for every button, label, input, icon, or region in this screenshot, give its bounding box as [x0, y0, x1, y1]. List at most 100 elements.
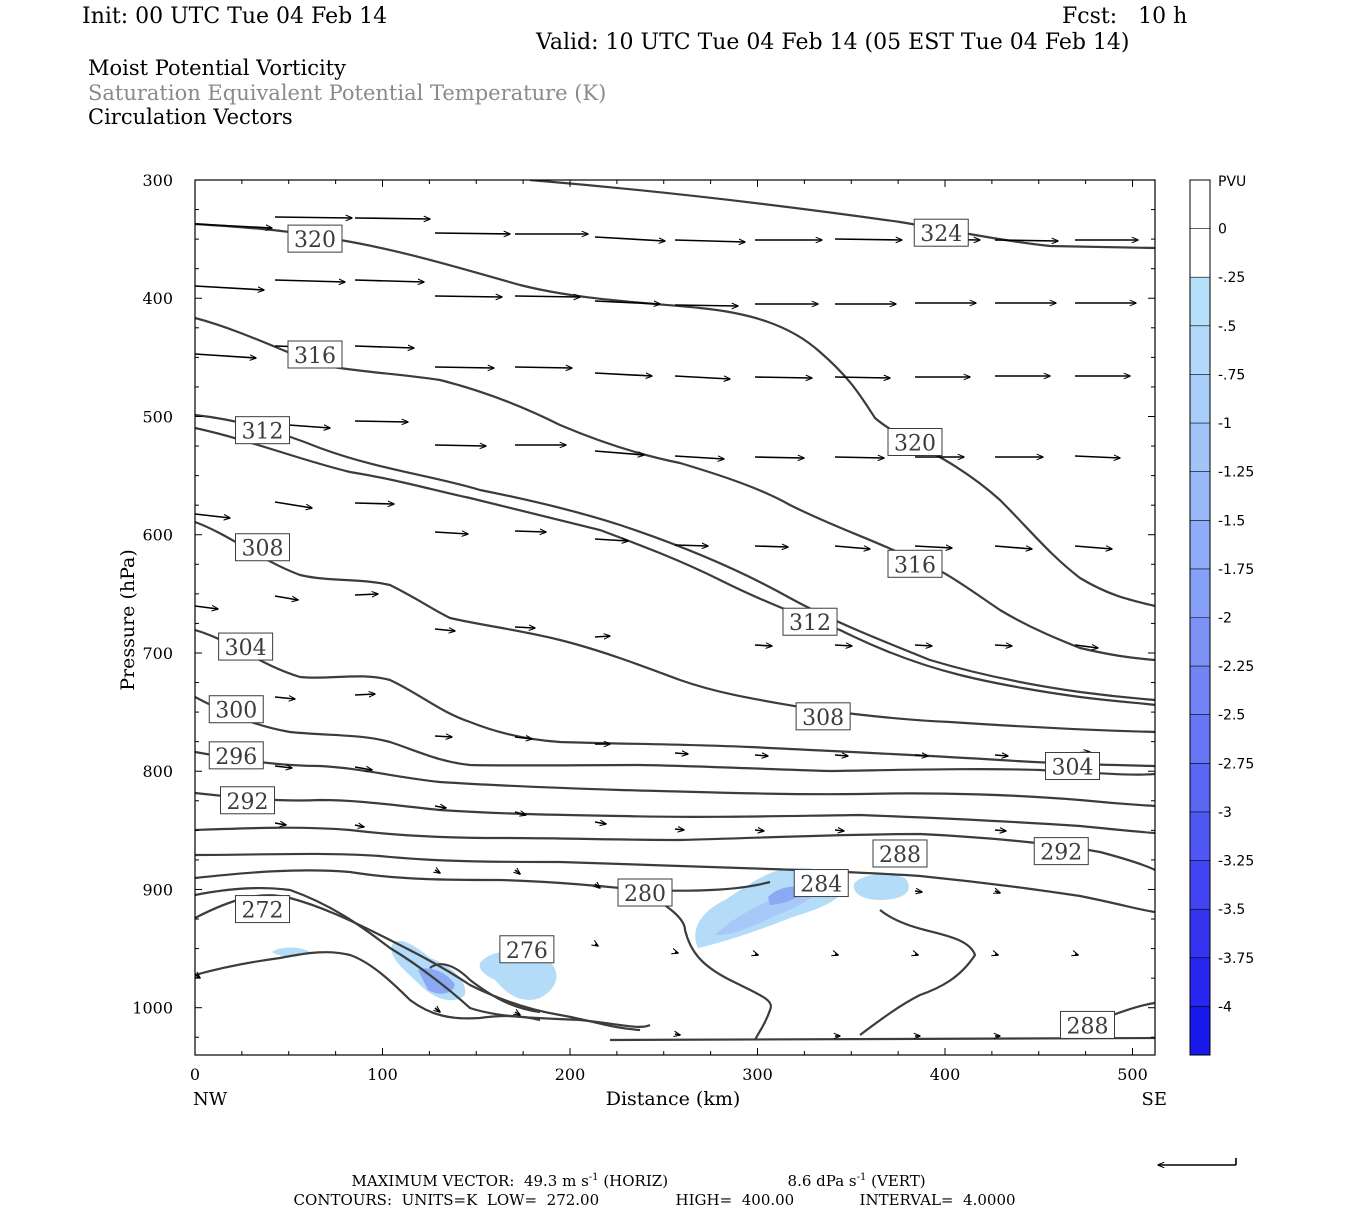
contour-label: 288 [1060, 1010, 1115, 1039]
max-vector-label: MAXIMUM VECTOR: [351, 1172, 515, 1190]
contour-label-box [793, 869, 849, 898]
forecast-hour: Fcst: 10 h [1062, 4, 1188, 29]
colorbar: PVU 0 -.25 -.5 -.75 -1 -1.25 -1.5 -1.75 -2 -2.25 -2… [1189, 174, 1254, 1056]
contour-info-label: CONTOURS: [293, 1191, 393, 1209]
contour-label: 300 [208, 695, 264, 724]
contour-300 [195, 696, 1155, 776]
contour-label: 276 [499, 935, 555, 964]
contour-label-box [1045, 751, 1100, 780]
contour-label-box [287, 224, 343, 253]
y-tick-label: 600 [142, 526, 173, 545]
contour-label: 292 [1033, 837, 1089, 866]
contour-label: 292 [220, 786, 275, 815]
contour-280-d [859, 909, 977, 1036]
colorbar-swatch [1190, 568, 1210, 618]
contour-label-text: 308 [802, 706, 844, 731]
contour-280-c [639, 890, 773, 1041]
contour-label-box [1060, 1010, 1115, 1039]
x-axis-title: Distance (km) [606, 1088, 741, 1110]
colorbar-label: -1.75 [1218, 562, 1254, 578]
contour-label: 304 [1045, 751, 1100, 780]
contour-info-high-value: 400.00 [741, 1191, 795, 1209]
field-title-vectors: Circulation Vectors [88, 105, 293, 129]
contour-label-box [872, 839, 928, 868]
contour-label-box [208, 695, 264, 724]
contour-label: 280 [617, 878, 673, 907]
colorbar-swatch [1190, 277, 1210, 327]
contour-label-text: 280 [624, 882, 666, 907]
colorbar-label: -3 [1218, 805, 1232, 821]
contour-label: 284 [793, 869, 849, 898]
contour-312 [195, 413, 1155, 702]
contour-label: 320 [887, 428, 943, 457]
colorbar-swatch [1190, 957, 1210, 1007]
contour-info-interval: INTERVAL= 4.0000 [850, 1178, 1016, 1208]
contour-label-text: 308 [242, 537, 284, 562]
colorbar-label: -1.25 [1218, 465, 1254, 481]
contour-info-interval-label: INTERVAL= [859, 1191, 954, 1209]
contour-label-text: 324 [920, 222, 962, 247]
y-tick-label: 1000 [132, 999, 173, 1018]
y-tick-label: 400 [142, 289, 173, 308]
contour-label-text: 304 [1052, 755, 1094, 780]
x-left-label: NW [193, 1089, 228, 1110]
contour-label: 312 [782, 607, 838, 636]
contour-label-text: 320 [894, 432, 936, 457]
y-tick-label: 500 [142, 407, 173, 426]
max-vector-line: MAXIMUM VECTOR: 49.3 m s-1 (HORIZ) [342, 1158, 669, 1190]
max-vector-vert: 8.6 dPa s-1 (VERT) [778, 1158, 926, 1189]
contour-label-box [235, 533, 290, 562]
colorbar-swatch [1190, 1006, 1210, 1056]
contour-324 [529, 180, 1155, 250]
contour-info-low: LOW= [486, 1191, 538, 1209]
contour-label-box [218, 632, 274, 661]
contour-label-box [208, 741, 264, 770]
x-tick-label: 300 [742, 1065, 773, 1084]
contour-label-text: 272 [242, 899, 284, 924]
contour-label-box [795, 702, 851, 731]
contour-label-text: 300 [215, 699, 257, 724]
contour-label-text: 292 [227, 790, 269, 815]
contour-label-text: 292 [1040, 841, 1082, 866]
contour-276-b [429, 963, 541, 1014]
colorbar-swatch [1190, 374, 1210, 424]
max-vector-horiz-exp: -1 [588, 1172, 599, 1183]
colorbar-swatch [1190, 228, 1210, 278]
contour-info-interval-value: 4.0000 [963, 1191, 1016, 1209]
axes: 300 400 500 600 700 800 900 1000 0 100 200 300 400 50… [117, 171, 1167, 1110]
colorbar-swatch [1190, 325, 1210, 375]
contour-label-box [287, 340, 343, 369]
colorbar-swatch [1190, 763, 1210, 813]
y-tick-label: 700 [142, 644, 173, 663]
colorbar-label: -3.75 [1218, 951, 1254, 967]
theta-es-contours [195, 180, 1155, 1042]
x-tick-label: 400 [930, 1065, 961, 1084]
contour-label-box [617, 878, 673, 907]
contour-320 [195, 222, 1155, 608]
contour-label-box [887, 549, 943, 578]
max-vector-horiz-unit: (HORIZ) [603, 1172, 669, 1190]
colorbar-swatch [1190, 666, 1210, 716]
colorbar-label: -.25 [1218, 270, 1245, 286]
x-tick-label: 500 [1117, 1065, 1148, 1084]
contour-label-box [220, 786, 275, 815]
contour-276-a [195, 951, 541, 1022]
valid-time: Valid: 10 UTC Tue 04 Feb 14 (05 EST Tue … [536, 30, 1130, 55]
contour-label: 304 [218, 632, 274, 661]
colorbar-label: -2.5 [1218, 708, 1245, 724]
colorbar-swatch [1190, 180, 1210, 230]
contour-label: 272 [235, 895, 290, 924]
colorbar-label: -2 [1218, 611, 1232, 627]
colorbar-label: -2.75 [1218, 756, 1254, 772]
contour-label: 312 [235, 416, 290, 445]
y-axis-title: Pressure (hPa) [117, 549, 139, 691]
contour-label: 308 [795, 702, 851, 731]
contour-info-units: UNITS=K [401, 1191, 478, 1209]
contour-label-text: 312 [789, 611, 831, 636]
x-tick-label: 100 [367, 1065, 398, 1084]
colorbar-label: -4 [1218, 999, 1232, 1015]
field-title-theta-es: Saturation Equivalent Potential Temperat… [88, 81, 607, 105]
max-vector-horiz: 49.3 m s [523, 1172, 589, 1190]
contour-info-high: HIGH= 400.00 [666, 1178, 795, 1209]
colorbar-swatch [1190, 909, 1210, 959]
